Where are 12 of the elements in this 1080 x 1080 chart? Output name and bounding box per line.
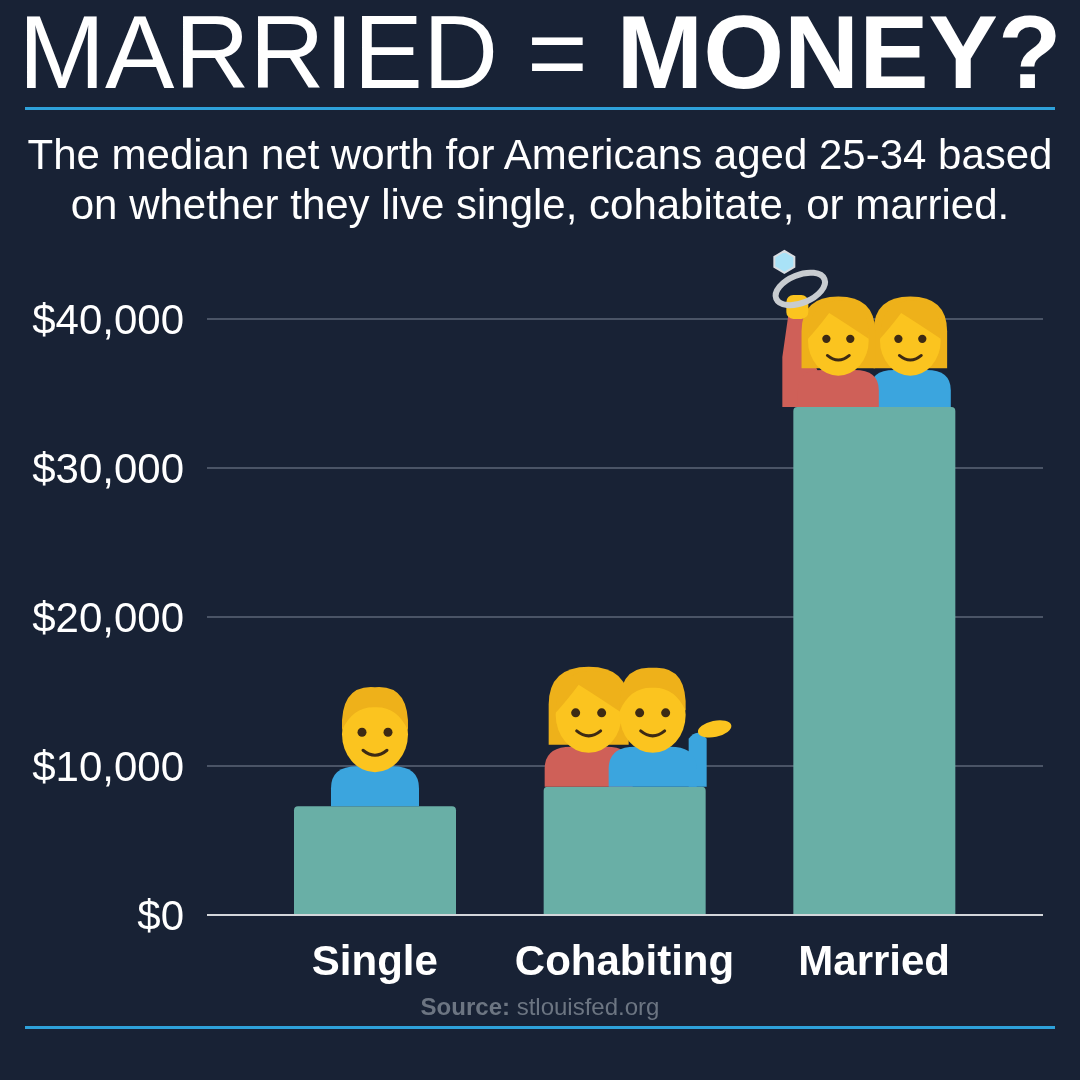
y-tick-label: $30,000 — [32, 444, 184, 492]
bar — [793, 406, 956, 915]
y-tick-label: $10,000 — [32, 742, 184, 790]
x-tick-label: Single — [311, 936, 438, 984]
y-tick-label: $40,000 — [32, 295, 184, 343]
y-tick-label: $20,000 — [32, 593, 184, 641]
source-note: Source: stlouisfed.org — [420, 993, 660, 1020]
x-tick-label: Married — [798, 936, 951, 984]
y-tick-label: $0 — [137, 891, 184, 939]
x-tick-label: Cohabiting — [514, 936, 735, 984]
chart-subtitle: The median net worth for Americans aged 25-34 based on whether they live single, cohabitate, or married. — [27, 131, 1053, 228]
chart-title: MARRIED = MONEY? — [18, 0, 1062, 110]
